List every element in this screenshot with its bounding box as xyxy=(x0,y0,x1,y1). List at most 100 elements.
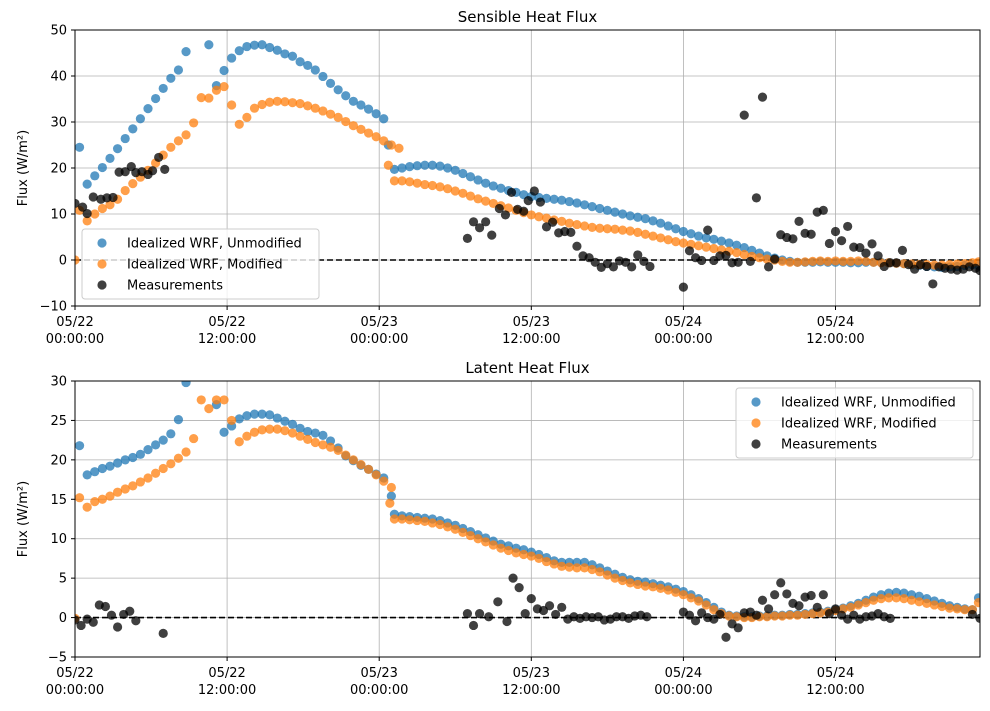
data-point xyxy=(642,612,652,622)
data-point xyxy=(310,437,320,448)
legend-marker xyxy=(751,439,761,449)
data-point xyxy=(770,590,780,600)
data-point xyxy=(663,585,673,595)
x-tick-label: 05/22 12:00:00 xyxy=(198,315,256,347)
data-point xyxy=(663,221,673,231)
data-point xyxy=(535,197,546,207)
data-point xyxy=(181,447,191,457)
data-point xyxy=(678,226,689,237)
data-point xyxy=(824,238,835,249)
data-point xyxy=(655,218,666,228)
data-point xyxy=(219,81,229,92)
data-point xyxy=(625,226,635,236)
data-point xyxy=(106,610,117,620)
data-point xyxy=(868,257,879,267)
data-point xyxy=(732,612,742,622)
data-point xyxy=(960,605,970,615)
data-point xyxy=(884,593,894,603)
data-point xyxy=(732,248,742,258)
data-point xyxy=(937,601,947,612)
data-point xyxy=(899,594,909,604)
data-point xyxy=(671,237,681,247)
data-point xyxy=(973,597,980,608)
data-point xyxy=(363,464,374,474)
data-point xyxy=(310,65,320,75)
x-tick-label: 05/23 12:00:00 xyxy=(502,666,560,698)
legend-marker xyxy=(751,397,761,407)
data-point xyxy=(234,437,244,447)
data-point xyxy=(435,519,445,530)
data-point xyxy=(715,609,725,620)
data-point xyxy=(105,491,115,501)
data-point xyxy=(151,93,161,104)
data-point xyxy=(853,256,863,266)
data-point xyxy=(502,616,512,627)
data-point xyxy=(830,226,841,237)
data-point xyxy=(386,140,396,150)
data-point xyxy=(249,40,260,50)
data-point xyxy=(412,515,422,526)
data-point xyxy=(318,430,328,441)
y-tick-label: 20 xyxy=(50,162,67,177)
data-point xyxy=(211,395,222,405)
data-point xyxy=(843,221,853,232)
data-point xyxy=(587,564,597,575)
data-point xyxy=(868,595,879,605)
data-point xyxy=(684,610,695,620)
data-point xyxy=(572,241,582,251)
data-point xyxy=(280,426,290,436)
data-point xyxy=(724,238,734,248)
data-point xyxy=(648,582,658,592)
data-point xyxy=(721,250,731,260)
data-point xyxy=(211,85,222,95)
data-point xyxy=(348,455,358,465)
data-point xyxy=(112,458,123,468)
data-point xyxy=(514,583,524,593)
data-point xyxy=(830,604,841,614)
data-point xyxy=(135,114,146,124)
data-point xyxy=(836,236,847,246)
data-point xyxy=(450,524,460,534)
data-point xyxy=(394,143,404,153)
data-point xyxy=(952,604,962,614)
data-point xyxy=(474,223,485,233)
data-point xyxy=(484,612,494,622)
data-point xyxy=(112,622,123,632)
data-point xyxy=(120,484,130,494)
data-point xyxy=(76,620,86,631)
data-point xyxy=(500,210,511,220)
data-point xyxy=(891,593,901,603)
data-point xyxy=(587,222,597,232)
data-point xyxy=(371,470,381,480)
data-point xyxy=(929,600,939,610)
data-point xyxy=(389,514,400,524)
data-point xyxy=(739,249,749,260)
data-point xyxy=(812,602,822,612)
data-point xyxy=(128,452,138,463)
data-point xyxy=(462,233,473,243)
data-point xyxy=(257,425,267,435)
data-point xyxy=(341,91,351,101)
legend-marker xyxy=(97,280,107,290)
data-point xyxy=(633,250,643,260)
data-point xyxy=(462,609,473,619)
data-point xyxy=(105,200,115,210)
data-point xyxy=(75,493,85,503)
data-point xyxy=(739,110,749,120)
data-point xyxy=(640,581,650,591)
data-point xyxy=(690,616,701,626)
data-point xyxy=(757,595,768,605)
plot-area xyxy=(75,40,980,292)
data-point xyxy=(873,251,883,261)
data-point xyxy=(427,518,438,528)
data-point xyxy=(590,257,600,267)
data-point xyxy=(196,395,206,405)
y-tick-label: 25 xyxy=(50,414,67,429)
data-point xyxy=(496,183,506,193)
data-point xyxy=(385,498,395,508)
data-point xyxy=(242,431,252,441)
data-point xyxy=(703,225,713,235)
data-point xyxy=(701,242,711,252)
data-point xyxy=(701,233,711,243)
data-point xyxy=(443,163,453,173)
